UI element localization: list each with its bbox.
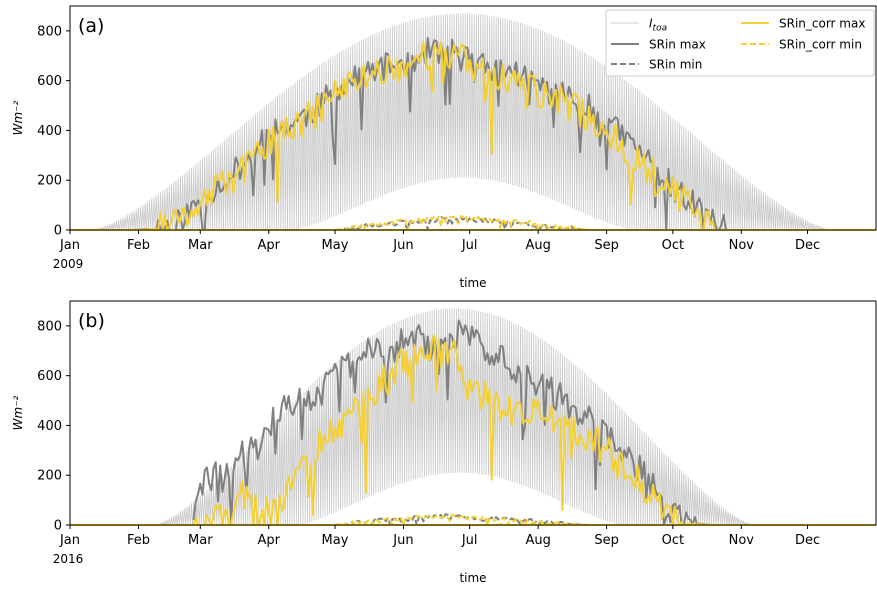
legend-sr-max-label: SRin max: [649, 38, 706, 52]
y-tick-label: 600: [37, 74, 62, 89]
panel-b-label: (b): [78, 310, 105, 332]
panel-b-xticks: Jan Feb Mar Apr May Jun Jul Aug Sep Oct Nov Dec: [59, 525, 820, 548]
x-tick-label: May: [322, 533, 349, 548]
panel-b: 0 200 400 600 800 Jan Feb Mar Apr May Jun Jul Aug Se…: [11, 300, 877, 585]
x-tick-label: Sep: [594, 533, 619, 548]
y-tick-label: 800: [37, 24, 62, 39]
y-tick-label: 200: [37, 174, 62, 189]
panel-b-year-label: 2016: [53, 552, 84, 566]
y-tick-label: 400: [37, 419, 62, 434]
panel-b-ylabel: Wm⁻²: [11, 395, 25, 430]
panel-b-frame: [69, 300, 877, 526]
x-tick-label: May: [322, 238, 349, 253]
y-tick-label: 0: [54, 224, 62, 239]
sr-min-series: [334, 513, 589, 526]
x-tick-label: Jun: [392, 238, 413, 253]
legend-sr-min-label: SRin min: [649, 58, 702, 72]
legend-toa-label: Itoa: [649, 17, 667, 34]
x-tick-label: Oct: [662, 238, 684, 253]
x-tick-label: Apr: [257, 533, 280, 548]
legend-toa-main: I: [649, 17, 653, 31]
x-tick-label: Mar: [188, 238, 213, 253]
corr-min-series: [334, 214, 590, 231]
legend-corr-min-label: SRin_corr min: [779, 38, 862, 52]
panel-b-yticks: 0 200 400 600 800: [37, 319, 70, 534]
legend-box: [605, 9, 875, 77]
x-tick-label: Dec: [795, 238, 820, 253]
panel-b-xlabel: time: [459, 571, 486, 585]
x-tick-label: Feb: [127, 238, 150, 253]
y-tick-label: 200: [37, 469, 62, 484]
x-tick-label: Aug: [525, 238, 550, 253]
x-tick-label: Oct: [662, 533, 684, 548]
x-tick-label: Jun: [392, 533, 413, 548]
panel-a-ylabel: Wm⁻²: [11, 100, 25, 135]
panel-a-year-label: 2009: [53, 257, 84, 271]
panel-a-frame: [69, 5, 877, 231]
x-tick-label: Jul: [461, 533, 478, 548]
y-tick-label: 0: [54, 519, 62, 534]
corr-min-series: [334, 513, 589, 526]
panel-a: 0 200 400 600 800 Jan Feb Mar Apr May Jun Jul Aug Se…: [11, 5, 877, 290]
panel-b-marks: [70, 308, 877, 527]
panel-a-label: (a): [78, 15, 104, 37]
x-tick-label: Nov: [729, 533, 755, 548]
x-tick-label: Jul: [461, 238, 478, 253]
y-tick-label: 600: [37, 369, 62, 384]
x-tick-label: Aug: [525, 533, 550, 548]
x-tick-label: Sep: [594, 238, 619, 253]
legend: Itoa SRin max SRin min SRin_corr max SRi…: [605, 9, 875, 77]
x-tick-label: Nov: [729, 238, 755, 253]
y-tick-label: 400: [37, 124, 62, 139]
panel-a-yticks: 0 200 400 600 800: [37, 24, 70, 239]
panel-a-xticks: Jan Feb Mar Apr May Jun Jul Aug Sep Oct Nov Dec: [59, 230, 820, 253]
x-tick-label: Jan: [59, 238, 80, 253]
legend-corr-max-label: SRin_corr max: [779, 17, 865, 31]
y-tick-label: 800: [37, 319, 62, 334]
x-tick-label: Feb: [127, 533, 150, 548]
x-tick-label: Apr: [257, 238, 280, 253]
x-tick-label: Dec: [795, 533, 820, 548]
x-tick-label: Jan: [59, 533, 80, 548]
panel-a-xlabel: time: [459, 276, 486, 290]
toa-series: [70, 13, 877, 232]
toa-series: [70, 308, 877, 527]
legend-toa-sub: toa: [653, 24, 668, 34]
x-tick-label: Mar: [188, 533, 213, 548]
